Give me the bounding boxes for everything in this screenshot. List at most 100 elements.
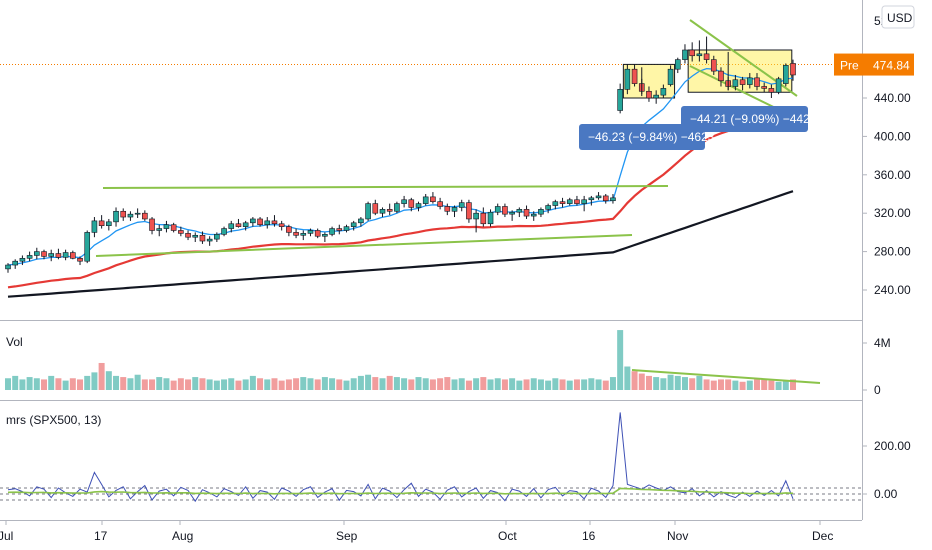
annotation-box-1: [579, 124, 705, 150]
volume-bar: [717, 379, 724, 390]
volume-bar: [480, 377, 487, 390]
volume-bar: [26, 377, 33, 390]
candle-body: [55, 253, 62, 258]
volume-bar: [98, 362, 105, 390]
candle-body: [293, 232, 299, 236]
candle-body: [106, 221, 112, 226]
candle-body: [343, 226, 350, 231]
currency-badge[interactable]: [881, 5, 915, 29]
volume-bar: [336, 379, 343, 390]
candle-body: [358, 218, 364, 224]
candle-body: [19, 258, 26, 262]
volume-bar: [617, 330, 624, 390]
candle-body: [502, 206, 508, 215]
candle-body: [581, 199, 587, 204]
candle-body: [329, 228, 335, 235]
volume-bar: [458, 378, 465, 390]
candle-body: [444, 206, 451, 212]
candle-body: [703, 53, 710, 60]
candle-body: [516, 209, 523, 213]
annotation-text-2: −44.21 (−9.09%) −4421: [690, 112, 817, 126]
candle-body: [394, 203, 400, 212]
volume-bar: [55, 378, 62, 390]
x-tick-label: Oct: [498, 529, 517, 543]
volume-bar: [264, 379, 271, 390]
volume-bar: [667, 374, 674, 390]
candle-body: [602, 195, 609, 202]
volume-bar: [350, 378, 357, 390]
volume-bar: [300, 377, 307, 390]
candle-body: [710, 59, 717, 72]
volume-bar: [221, 379, 228, 390]
candle-body: [494, 206, 501, 213]
candle-body: [588, 197, 595, 201]
candle-body: [595, 195, 602, 199]
candle-body: [206, 238, 213, 242]
volume-trendline: [631, 369, 821, 384]
x-tick-label: 17: [94, 529, 108, 543]
volume-tick-label: 0: [874, 383, 881, 397]
y-tick-label: 280.00: [874, 245, 911, 259]
candle-body: [257, 218, 263, 226]
candle-body: [62, 252, 69, 258]
ma-red-line: [7, 112, 794, 289]
volume-bar: [77, 379, 84, 390]
candle-body: [120, 210, 127, 218]
candle-body: [221, 228, 227, 235]
candle-body: [379, 209, 386, 214]
volume-bar: [120, 377, 127, 390]
volume-bar: [509, 378, 516, 390]
volume-bar: [329, 378, 336, 390]
volume-bar: [91, 372, 98, 390]
volume-bar: [494, 378, 501, 390]
volume-bar: [33, 378, 40, 390]
candle-body: [653, 94, 659, 99]
volume-bar: [537, 379, 544, 390]
volume-bar: [343, 380, 350, 390]
volume-bar: [401, 378, 408, 390]
volume-bar: [595, 379, 602, 390]
volume-bar: [710, 380, 717, 390]
candle-body: [271, 220, 278, 225]
volume-bar: [48, 375, 55, 390]
volume-bar: [631, 371, 638, 390]
candle-body: [746, 77, 753, 85]
candle-body: [696, 53, 703, 57]
candle-body: [473, 212, 479, 220]
volume-bar: [653, 377, 660, 390]
candle-body: [235, 223, 242, 227]
volume-bar: [293, 378, 300, 390]
candle-body: [631, 68, 638, 84]
volume-bar: [285, 379, 292, 390]
volume-bar: [768, 380, 775, 390]
candle-body: [732, 79, 739, 87]
volume-bar: [69, 378, 76, 390]
y-tick-label: 400.00: [874, 129, 911, 143]
volume-bar: [271, 378, 278, 390]
volume-bar: [790, 379, 796, 390]
volume-bar: [753, 379, 760, 390]
annotation-text-1: −46.23 (−9.84%) −4623: [588, 130, 715, 144]
volume-bar: [465, 380, 472, 390]
volume-bar: [660, 378, 667, 390]
volume-bar: [422, 378, 429, 390]
candle-body: [156, 228, 163, 231]
volume-bar: [105, 371, 112, 390]
candle-body: [12, 260, 19, 266]
candle-body: [127, 213, 134, 218]
candle-body: [163, 224, 170, 229]
volume-bar: [84, 375, 91, 390]
volume-bar: [645, 375, 652, 390]
volume-bar: [782, 380, 789, 390]
candle-body: [91, 220, 98, 233]
volume-bar: [372, 377, 379, 390]
volume-bar: [257, 378, 264, 390]
volume-bar: [314, 379, 321, 390]
x-tick-label: Jul: [0, 529, 13, 543]
candle-body: [34, 251, 40, 256]
trendline-top: [102, 185, 669, 189]
volume-bar: [487, 379, 494, 390]
y-tick-label: 240.00: [874, 283, 911, 297]
candle-body: [350, 222, 357, 227]
